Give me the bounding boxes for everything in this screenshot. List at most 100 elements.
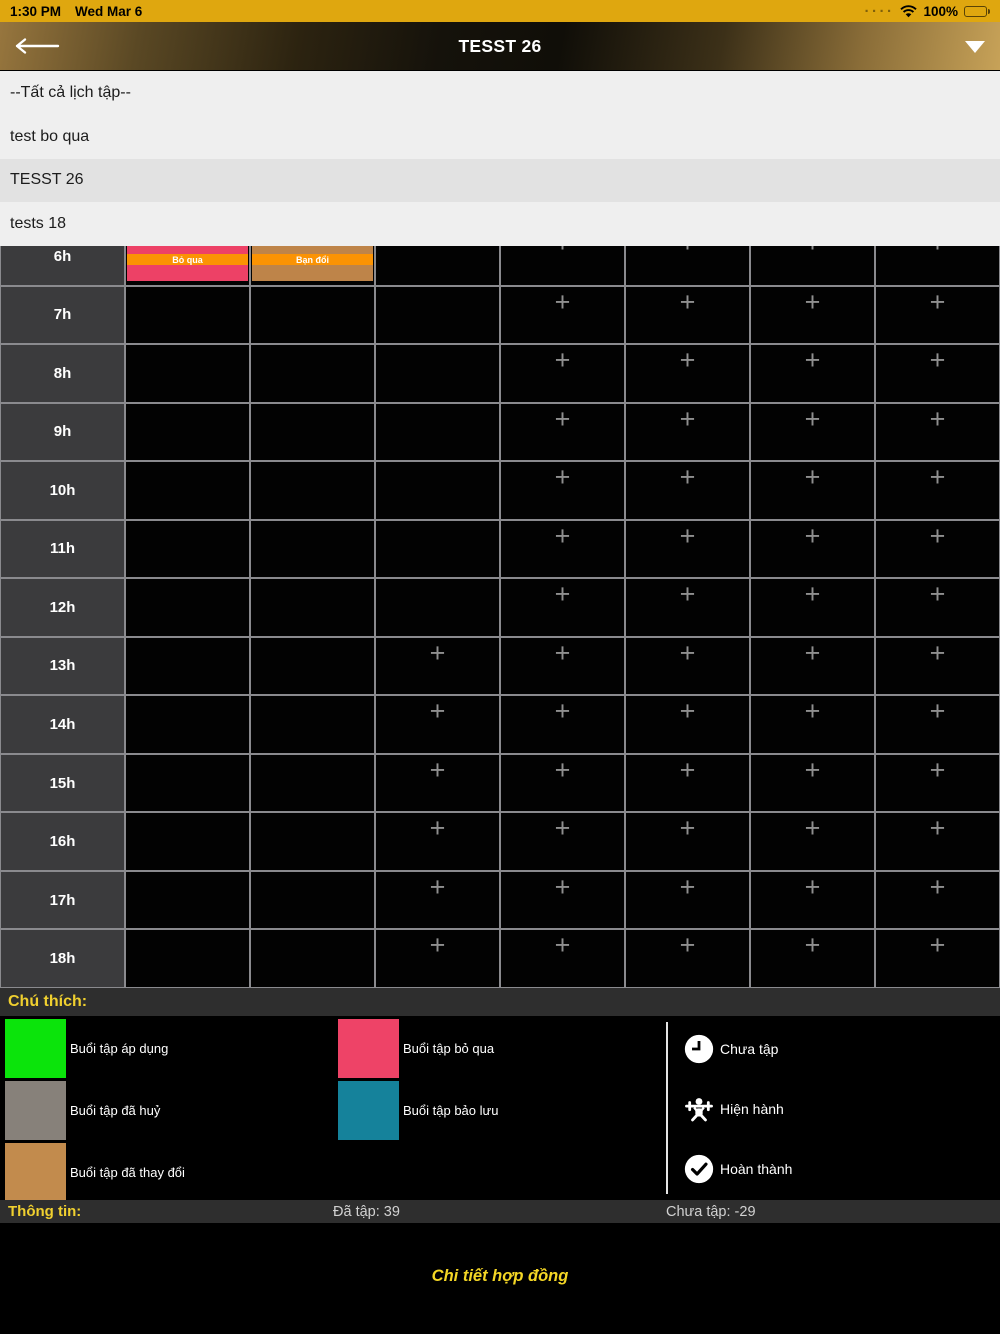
schedule-cell[interactable] bbox=[250, 929, 375, 988]
schedule-cell[interactable]: + bbox=[750, 519, 875, 579]
schedule-cell[interactable]: + bbox=[625, 636, 750, 696]
schedule-cell[interactable]: + bbox=[875, 695, 1000, 754]
schedule-cell[interactable] bbox=[375, 285, 500, 345]
schedule-cell[interactable]: + bbox=[500, 285, 625, 345]
schedule-cell[interactable]: + bbox=[875, 753, 1000, 813]
schedule-cell[interactable] bbox=[250, 402, 375, 462]
add-session-icon: + bbox=[929, 462, 946, 493]
schedule-cell[interactable]: + bbox=[750, 461, 875, 520]
schedule-cell[interactable]: + bbox=[875, 461, 1000, 520]
schedule-cell[interactable] bbox=[125, 344, 250, 403]
legend-swatch bbox=[338, 1081, 399, 1140]
schedule-cell[interactable]: + bbox=[375, 870, 500, 930]
schedule-cell[interactable]: + bbox=[750, 695, 875, 754]
schedule-cell[interactable] bbox=[250, 578, 375, 637]
schedule-cell[interactable] bbox=[375, 344, 500, 403]
schedule-cell[interactable]: + bbox=[375, 636, 500, 696]
legend-swatch bbox=[5, 1019, 66, 1078]
schedule-cell[interactable]: + bbox=[500, 695, 625, 754]
schedule-cell[interactable] bbox=[375, 461, 500, 520]
schedule-cell[interactable]: + bbox=[875, 285, 1000, 345]
schedule-cell[interactable]: + bbox=[375, 929, 500, 988]
schedule-cell[interactable]: + bbox=[750, 578, 875, 637]
add-session-icon: + bbox=[929, 345, 946, 376]
schedule-cell[interactable] bbox=[375, 402, 500, 462]
schedule-cell[interactable]: + bbox=[875, 929, 1000, 988]
time-label: 7h bbox=[0, 285, 125, 345]
schedule-cell[interactable] bbox=[375, 519, 500, 579]
schedule-cell[interactable] bbox=[125, 812, 250, 871]
schedule-cell[interactable]: + bbox=[750, 636, 875, 696]
schedule-cell[interactable]: + bbox=[875, 870, 1000, 930]
dropdown-item[interactable]: tests 18 bbox=[10, 215, 67, 233]
schedule-cell[interactable]: + bbox=[375, 695, 500, 754]
schedule-cell[interactable]: + bbox=[625, 344, 750, 403]
schedule-cell[interactable]: + bbox=[625, 285, 750, 345]
schedule-cell[interactable] bbox=[250, 695, 375, 754]
schedule-cell[interactable] bbox=[250, 870, 375, 930]
schedule-cell[interactable] bbox=[125, 695, 250, 754]
schedule-cell[interactable]: + bbox=[625, 870, 750, 930]
schedule-cell[interactable] bbox=[250, 285, 375, 345]
schedule-cell[interactable]: + bbox=[625, 929, 750, 988]
schedule-cell[interactable]: + bbox=[500, 753, 625, 813]
schedule-cell[interactable] bbox=[250, 519, 375, 579]
schedule-cell[interactable]: + bbox=[500, 344, 625, 403]
schedule-cell[interactable] bbox=[125, 402, 250, 462]
schedule-cell[interactable]: + bbox=[625, 461, 750, 520]
schedule-cell[interactable] bbox=[125, 461, 250, 520]
schedule-cell[interactable] bbox=[125, 578, 250, 637]
status-date: Wed Mar 6 bbox=[75, 3, 143, 19]
schedule-cell[interactable] bbox=[125, 519, 250, 579]
schedule-cell[interactable] bbox=[125, 636, 250, 696]
schedule-cell[interactable] bbox=[375, 578, 500, 637]
schedule-cell[interactable]: + bbox=[500, 929, 625, 988]
back-button[interactable] bbox=[14, 37, 60, 55]
schedule-cell[interactable] bbox=[250, 461, 375, 520]
dropdown-item[interactable]: TESST 26 bbox=[0, 158, 1000, 203]
schedule-cell[interactable] bbox=[125, 753, 250, 813]
schedule-cell[interactable]: + bbox=[750, 344, 875, 403]
schedule-cell[interactable]: + bbox=[625, 812, 750, 871]
schedule-cell[interactable]: + bbox=[375, 753, 500, 813]
schedule-cell[interactable]: + bbox=[625, 519, 750, 579]
schedule-cell[interactable]: + bbox=[500, 812, 625, 871]
caret-down-icon[interactable] bbox=[965, 41, 985, 53]
contract-details-link[interactable]: Chi tiết hợp đồng bbox=[431, 1267, 569, 1285]
schedule-cell[interactable]: + bbox=[500, 870, 625, 930]
schedule-cell[interactable]: + bbox=[750, 402, 875, 462]
schedule-cell[interactable] bbox=[250, 753, 375, 813]
schedule-cell[interactable]: + bbox=[500, 519, 625, 579]
schedule-cell[interactable] bbox=[125, 285, 250, 345]
schedule-cell[interactable]: + bbox=[625, 753, 750, 813]
time-label: 17h bbox=[0, 870, 125, 930]
schedule-cell[interactable]: + bbox=[750, 929, 875, 988]
schedule-cell[interactable]: + bbox=[375, 812, 500, 871]
schedule-cell[interactable]: + bbox=[875, 812, 1000, 871]
schedule-cell[interactable]: + bbox=[875, 636, 1000, 696]
schedule-cell[interactable] bbox=[250, 812, 375, 871]
dropdown-item[interactable]: --Tất cả lịch tập-- bbox=[10, 83, 131, 101]
schedule-cell[interactable]: + bbox=[625, 695, 750, 754]
schedule-cell[interactable]: + bbox=[500, 461, 625, 520]
schedule-cell[interactable] bbox=[250, 636, 375, 696]
schedule-cell[interactable]: + bbox=[500, 402, 625, 462]
schedule-cell[interactable]: + bbox=[750, 285, 875, 345]
schedule-cell[interactable]: + bbox=[875, 578, 1000, 637]
schedule-cell[interactable]: + bbox=[625, 578, 750, 637]
schedule-cell[interactable]: + bbox=[750, 812, 875, 871]
schedule-cell[interactable]: + bbox=[625, 402, 750, 462]
schedule-cell[interactable]: + bbox=[500, 578, 625, 637]
schedule-cell[interactable]: + bbox=[875, 519, 1000, 579]
schedule-cell[interactable]: + bbox=[875, 344, 1000, 403]
schedule-cell[interactable]: + bbox=[750, 753, 875, 813]
legend-label: Buổi tập đã thay đổi bbox=[70, 1165, 185, 1180]
schedule-cell[interactable]: + bbox=[750, 870, 875, 930]
schedule-cell[interactable]: + bbox=[500, 636, 625, 696]
dropdown-item[interactable]: test bo qua bbox=[10, 127, 90, 145]
schedule-cell[interactable] bbox=[125, 870, 250, 930]
add-session-icon: + bbox=[429, 754, 446, 785]
schedule-cell[interactable] bbox=[125, 929, 250, 988]
schedule-cell[interactable] bbox=[250, 344, 375, 403]
schedule-cell[interactable]: + bbox=[875, 402, 1000, 462]
